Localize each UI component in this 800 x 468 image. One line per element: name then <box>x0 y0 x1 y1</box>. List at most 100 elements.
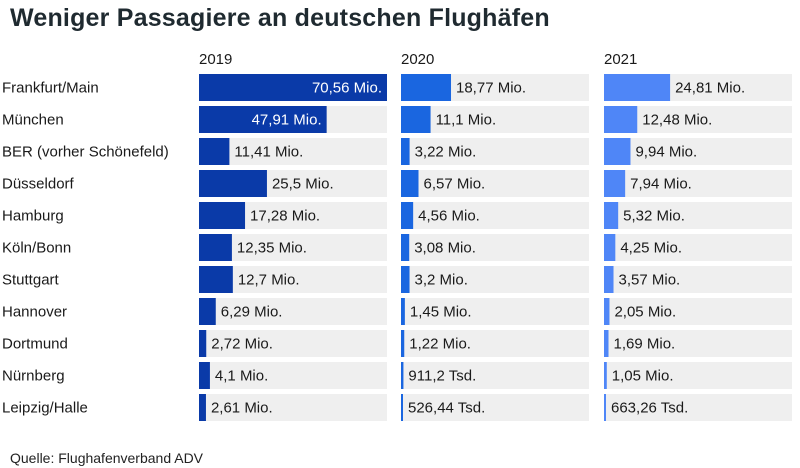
bar <box>604 266 614 293</box>
data-label: 911,2 Tsd. <box>408 368 476 385</box>
bar-background <box>604 362 792 389</box>
bar <box>604 234 616 261</box>
data-label: 11,1 Mio. <box>436 112 497 129</box>
bar-background <box>604 266 792 293</box>
bar-background <box>401 362 589 389</box>
bar <box>604 170 626 197</box>
bar <box>604 330 609 357</box>
bar-background <box>401 330 589 357</box>
data-label: 9,94 Mio. <box>635 144 697 161</box>
bar-background <box>604 202 792 229</box>
bar <box>604 74 671 101</box>
data-label: 6,57 Mio. <box>424 176 486 193</box>
bar-background <box>401 298 589 325</box>
bar-background <box>604 170 792 197</box>
bar <box>604 106 638 133</box>
bar <box>199 106 327 133</box>
data-label: 1,45 Mio. <box>410 304 472 321</box>
data-label: 25,5 Mio. <box>272 176 334 193</box>
data-label: 4,1 Mio. <box>215 368 268 385</box>
bar-background <box>604 138 792 165</box>
bar <box>199 266 233 293</box>
bar <box>199 330 207 357</box>
bar <box>401 202 414 229</box>
data-label: 7,94 Mio. <box>630 176 692 193</box>
data-label: 24,81 Mio. <box>675 80 745 97</box>
data-label: 17,28 Mio. <box>250 208 320 225</box>
data-label: 11,41 Mio. <box>234 144 303 161</box>
bar <box>401 394 403 421</box>
bar-background <box>401 106 589 133</box>
bar <box>199 74 387 101</box>
data-label: 663,26 Tsd. <box>611 400 688 417</box>
category-label: Düsseldorf <box>2 176 75 193</box>
bar <box>401 330 405 357</box>
bar <box>401 362 404 389</box>
bar <box>401 106 431 133</box>
bar <box>199 362 210 389</box>
bar <box>401 234 410 261</box>
bar <box>604 362 607 389</box>
bar <box>604 394 606 421</box>
chart-title: Weniger Passagiere an deutschen Flughäfe… <box>10 4 550 32</box>
category-label: München <box>2 112 64 129</box>
bar <box>199 234 232 261</box>
data-label: 4,25 Mio. <box>620 240 682 257</box>
source-note: Quelle: Flughafenverband ADV <box>10 450 204 466</box>
data-label: 5,32 Mio. <box>623 208 685 225</box>
bar <box>199 298 216 325</box>
bar <box>401 298 405 325</box>
data-label: 3,22 Mio. <box>415 144 477 161</box>
bar <box>604 138 631 165</box>
data-label: 12,35 Mio. <box>237 240 307 257</box>
data-label: 6,29 Mio. <box>221 304 283 321</box>
bar-chart: Frankfurt/Main München BER (vorher Schönef… <box>2 51 792 421</box>
data-label: 4,56 Mio. <box>418 208 480 225</box>
category-label: Hannover <box>2 304 67 321</box>
category-label: Leipzig/Halle <box>2 400 88 417</box>
data-label: 70,56 Mio. <box>312 80 382 97</box>
bar-background <box>401 202 589 229</box>
bar <box>604 298 610 325</box>
category-label: BER (vorher Schönefeld) <box>2 144 169 161</box>
bar-background <box>199 330 387 357</box>
bar-background <box>401 394 589 421</box>
data-label: 1,05 Mio. <box>612 368 674 385</box>
category-label: Nürnberg <box>2 368 65 385</box>
bar-background <box>401 234 589 261</box>
bar-background <box>604 298 792 325</box>
data-label: 526,44 Tsd. <box>408 400 485 417</box>
bar <box>199 394 206 421</box>
bar-background <box>401 138 589 165</box>
data-label: 3,57 Mio. <box>619 272 681 289</box>
bar <box>401 74 452 101</box>
category-label: Köln/Bonn <box>2 240 71 257</box>
data-label: 1,22 Mio. <box>409 336 471 353</box>
category-label: Dortmund <box>2 336 68 353</box>
category-label: Frankfurt/Main <box>2 80 99 97</box>
data-label: 3,08 Mio. <box>414 240 476 257</box>
bar-background <box>199 298 387 325</box>
data-label: 12,7 Mio. <box>238 272 300 289</box>
bar-background <box>401 266 589 293</box>
bar-background <box>604 394 792 421</box>
bar-background <box>199 394 387 421</box>
bar-background <box>604 330 792 357</box>
bar <box>401 138 410 165</box>
data-label: 2,72 Mio. <box>211 336 273 353</box>
data-label: 2,61 Mio. <box>211 400 273 417</box>
bar <box>199 170 267 197</box>
bar <box>199 202 246 229</box>
data-label: 18,77 Mio. <box>456 80 526 97</box>
data-label: 47,91 Mio. <box>252 112 322 129</box>
bar <box>199 138 230 165</box>
category-label: Stuttgart <box>2 272 60 289</box>
bar <box>401 266 410 293</box>
series-header: 2019 <box>199 51 232 68</box>
bar-background <box>401 170 589 197</box>
series-header: 2020 <box>401 51 434 68</box>
bar-background <box>604 234 792 261</box>
bar <box>401 170 419 197</box>
bar-background <box>199 138 387 165</box>
data-label: 1,69 Mio. <box>614 336 676 353</box>
